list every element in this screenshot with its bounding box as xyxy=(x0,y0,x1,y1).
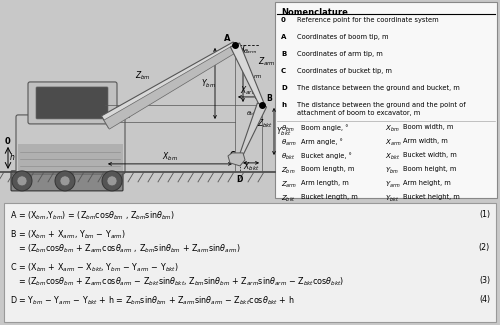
Text: A = (X$_{bm}$,Y$_{bm}$) = (Z$_{bm}$cos$\theta_{bm}$ , Z$_{bm}$sin$\theta_{bm}$): A = (X$_{bm}$,Y$_{bm}$) = (Z$_{bm}$cos$\… xyxy=(10,210,175,222)
Text: Reference point for the coordinate system: Reference point for the coordinate syste… xyxy=(297,17,438,23)
Text: The distance between the ground and the point of: The distance between the ground and the … xyxy=(297,102,466,108)
Text: (2): (2) xyxy=(479,243,490,252)
Text: Coordinates of arm tip, m: Coordinates of arm tip, m xyxy=(297,51,383,57)
Text: B = (X$_{bm}$ + X$_{arm}$, Y$_{bm}$ $-$ Y$_{arm}$): B = (X$_{bm}$ + X$_{arm}$, Y$_{bm}$ $-$ … xyxy=(10,229,126,241)
Text: $X_{bkt}$: $X_{bkt}$ xyxy=(385,152,400,162)
Circle shape xyxy=(55,171,75,191)
Text: h: h xyxy=(281,102,286,108)
Text: Z$_{arm}$: Z$_{arm}$ xyxy=(258,56,276,69)
Text: Y$_{arm}$: Y$_{arm}$ xyxy=(245,69,262,81)
Text: $Z_{bm}$: $Z_{bm}$ xyxy=(281,166,295,176)
Text: θ$_{bkt}$: θ$_{bkt}$ xyxy=(246,109,259,118)
Text: Y$_{bkt}$: Y$_{bkt}$ xyxy=(276,125,291,138)
FancyBboxPatch shape xyxy=(275,2,497,198)
Circle shape xyxy=(12,171,32,191)
Text: h: h xyxy=(10,153,15,162)
Text: B: B xyxy=(281,51,286,57)
Text: Nomenclature: Nomenclature xyxy=(281,8,348,17)
Text: Arm width, m: Arm width, m xyxy=(403,138,448,144)
Text: Arm height, m: Arm height, m xyxy=(403,180,451,186)
FancyBboxPatch shape xyxy=(16,115,125,174)
Text: $X_{arm}$: $X_{arm}$ xyxy=(385,138,402,148)
Text: Bucket height, m: Bucket height, m xyxy=(403,194,460,200)
Text: B: B xyxy=(266,94,272,103)
Text: $Z_{bkt}$: $Z_{bkt}$ xyxy=(281,194,296,204)
Text: $\theta_{arm}$: $\theta_{arm}$ xyxy=(281,138,296,148)
Text: θ$_{arm}$: θ$_{arm}$ xyxy=(243,47,258,56)
Text: Arm length, m: Arm length, m xyxy=(301,180,349,186)
Polygon shape xyxy=(102,42,237,128)
Text: = (Z$_{bm}$cos$\theta_{bm}$ + Z$_{arm}$cos$\theta_{arm}$ , Z$_{bm}$sin$\theta_{b: = (Z$_{bm}$cos$\theta_{bm}$ + Z$_{arm}$c… xyxy=(18,243,240,255)
Polygon shape xyxy=(230,43,264,106)
Text: = (Z$_{bm}$cos$\theta_{bm}$ + Z$_{arm}$cos$\theta_{arm}$ $-$ Z$_{bkt}$sin$\theta: = (Z$_{bm}$cos$\theta_{bm}$ + Z$_{arm}$c… xyxy=(18,276,344,289)
Text: 0: 0 xyxy=(281,17,286,23)
Text: $Y_{bkt}$: $Y_{bkt}$ xyxy=(385,194,400,204)
FancyBboxPatch shape xyxy=(36,87,108,119)
Text: $Y_{bm}$: $Y_{bm}$ xyxy=(385,166,399,176)
Text: Boom width, m: Boom width, m xyxy=(403,124,454,130)
Text: $X_{bm}$: $X_{bm}$ xyxy=(385,124,400,134)
FancyBboxPatch shape xyxy=(28,82,117,124)
Text: Arm angle, °: Arm angle, ° xyxy=(301,138,343,145)
Text: Boom height, m: Boom height, m xyxy=(403,166,456,172)
Text: D: D xyxy=(281,85,287,91)
Text: X$_{bkt}$: X$_{bkt}$ xyxy=(243,161,259,174)
Text: Bucket width, m: Bucket width, m xyxy=(403,152,457,158)
Text: θ$_{bm}$: θ$_{bm}$ xyxy=(119,112,132,121)
Text: D = Y$_{bm}$ $-$ Y$_{arm}$ $-$ Y$_{bkt}$ + h = Z$_{bm}$sin$\theta_{bm}$ + Z$_{ar: D = Y$_{bm}$ $-$ Y$_{arm}$ $-$ Y$_{bkt}$… xyxy=(10,295,294,307)
FancyBboxPatch shape xyxy=(11,171,123,191)
Text: Boom length, m: Boom length, m xyxy=(301,166,354,172)
Text: (4): (4) xyxy=(479,295,490,304)
Circle shape xyxy=(107,176,117,186)
Text: D: D xyxy=(236,175,242,184)
FancyBboxPatch shape xyxy=(4,203,496,322)
Text: Coordinates of boom tip, m: Coordinates of boom tip, m xyxy=(297,34,388,40)
Text: Z$_{bm}$: Z$_{bm}$ xyxy=(135,70,151,82)
Polygon shape xyxy=(228,153,245,166)
Text: A: A xyxy=(281,34,286,40)
Text: X$_{arm}$: X$_{arm}$ xyxy=(240,85,258,98)
Text: Bucket length, m: Bucket length, m xyxy=(301,194,358,200)
Text: Y$_{bm}$: Y$_{bm}$ xyxy=(201,77,216,90)
Text: $\theta_{bkt}$: $\theta_{bkt}$ xyxy=(281,152,295,162)
Polygon shape xyxy=(104,45,238,129)
Text: C = (X$_{bm}$ + X$_{arm}$ $-$ X$_{bkt}$, Y$_{bm}$ $-$ Y$_{arm}$ $-$ Y$_{bkt}$): C = (X$_{bm}$ + X$_{arm}$ $-$ X$_{bkt}$,… xyxy=(10,262,178,274)
Text: Z$_{bkt}$: Z$_{bkt}$ xyxy=(257,117,273,130)
Circle shape xyxy=(17,176,27,186)
Text: C: C xyxy=(230,151,235,160)
Text: Bucket angle, °: Bucket angle, ° xyxy=(301,152,352,159)
Text: A: A xyxy=(224,34,230,43)
Circle shape xyxy=(60,176,70,186)
Text: attachment of boom to excavator, m: attachment of boom to excavator, m xyxy=(297,110,420,116)
Text: $Z_{arm}$: $Z_{arm}$ xyxy=(281,180,297,190)
Text: (1): (1) xyxy=(479,210,490,219)
Text: Coordinates of bucket tip, m: Coordinates of bucket tip, m xyxy=(297,68,392,74)
Text: C: C xyxy=(281,68,286,74)
Polygon shape xyxy=(238,103,266,159)
Bar xyxy=(18,144,123,172)
Text: $Y_{arm}$: $Y_{arm}$ xyxy=(385,180,400,190)
Text: (3): (3) xyxy=(479,276,490,285)
Text: The distance between the ground and bucket, m: The distance between the ground and buck… xyxy=(297,85,460,91)
Text: $\theta_{bm}$: $\theta_{bm}$ xyxy=(281,124,295,134)
Text: Boom angle, °: Boom angle, ° xyxy=(301,124,348,131)
Circle shape xyxy=(102,171,122,191)
Text: 0: 0 xyxy=(5,137,11,146)
Text: X$_{bm}$: X$_{bm}$ xyxy=(162,151,178,163)
